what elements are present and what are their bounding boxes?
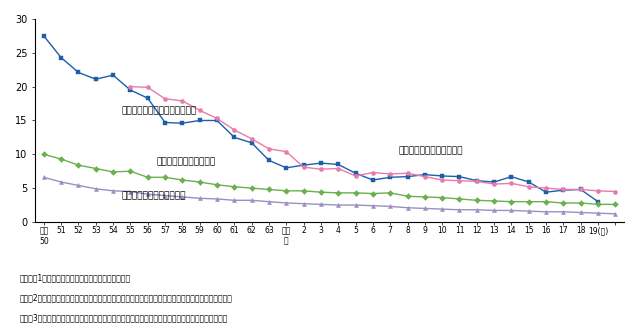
Text: 乳児死亡率（出生千対）: 乳児死亡率（出生千対） bbox=[157, 157, 215, 166]
Text: 妏産婦死亡率（出産１０万対）: 妏産婦死亡率（出産１０万対） bbox=[122, 107, 197, 116]
Text: 新生児死亡率（出生千対）: 新生児死亡率（出生千対） bbox=[122, 191, 186, 200]
Text: 3．周産期死亡率における出産は，出生数に妏娠満２２週以後の死産数を加えたものである。: 3．周産期死亡率における出産は，出生数に妏娠満２２週以後の死産数を加えたものであ… bbox=[19, 314, 227, 323]
Text: （備考）1．厚生労働者「人口動態統計」より作成。: （備考）1．厚生労働者「人口動態統計」より作成。 bbox=[19, 274, 130, 283]
Text: 2．妏産婦死亡率における出産は，出生数に死産数（妏娠満１２週以後）を加えたものである。: 2．妏産婦死亡率における出産は，出生数に死産数（妏娠満１２週以後）を加えたもので… bbox=[19, 294, 232, 303]
Text: 周産期死亡率（出産千対）: 周産期死亡率（出産千対） bbox=[399, 146, 463, 155]
